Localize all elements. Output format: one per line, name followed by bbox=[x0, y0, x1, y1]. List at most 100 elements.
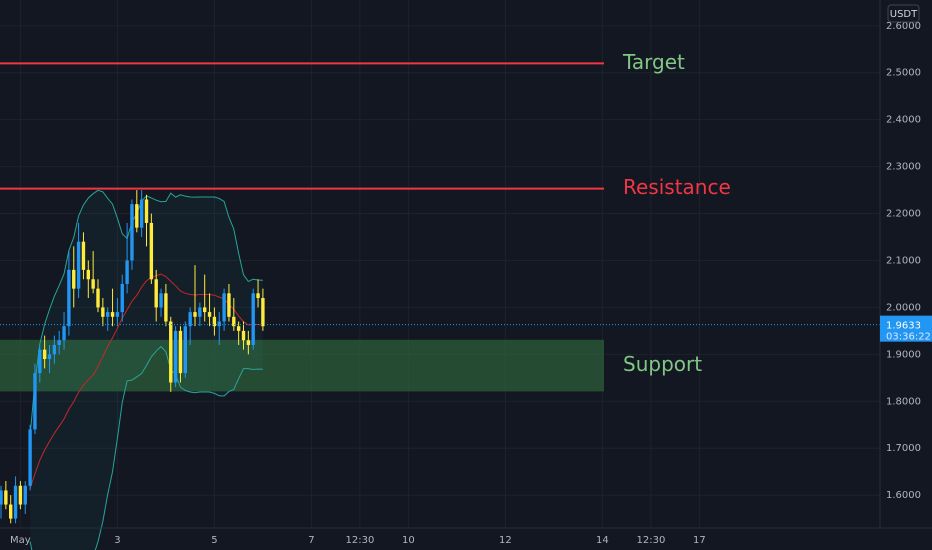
candle-body bbox=[261, 298, 265, 327]
candle[interactable] bbox=[33, 363, 37, 435]
candle[interactable] bbox=[173, 326, 178, 388]
candle-body bbox=[0, 490, 3, 505]
candle-body bbox=[101, 307, 105, 317]
candle[interactable] bbox=[227, 283, 231, 322]
candle[interactable] bbox=[251, 288, 255, 350]
candle-body bbox=[96, 288, 100, 308]
candle-body bbox=[130, 204, 134, 261]
candle[interactable] bbox=[217, 312, 221, 345]
candle[interactable] bbox=[42, 335, 47, 369]
candle[interactable] bbox=[207, 293, 212, 327]
candle-body bbox=[115, 312, 120, 317]
candle-body bbox=[159, 293, 163, 308]
candle[interactable] bbox=[178, 326, 183, 383]
candle[interactable] bbox=[203, 274, 207, 322]
time-tick-label: May bbox=[10, 535, 31, 546]
candle[interactable] bbox=[23, 481, 27, 514]
candle[interactable] bbox=[18, 481, 23, 510]
candle[interactable] bbox=[96, 279, 100, 313]
price-tick-label: 2.6000 bbox=[886, 21, 921, 32]
candle[interactable] bbox=[13, 476, 18, 524]
time-tick-label: 3 bbox=[114, 535, 120, 546]
price-tick-label: 1.6000 bbox=[886, 490, 921, 501]
candle[interactable] bbox=[232, 298, 236, 331]
annotations: Target Resistance Support bbox=[622, 50, 731, 376]
candle[interactable] bbox=[246, 330, 251, 355]
candle[interactable] bbox=[261, 288, 265, 331]
candle[interactable] bbox=[222, 288, 226, 331]
candle[interactable] bbox=[9, 495, 13, 524]
candle[interactable] bbox=[135, 190, 139, 233]
candle[interactable] bbox=[125, 222, 129, 294]
candles[interactable] bbox=[0, 190, 265, 524]
time-tick-label: 12:30 bbox=[636, 535, 665, 546]
candle-body bbox=[33, 373, 37, 430]
candle-body bbox=[222, 293, 226, 322]
candle[interactable] bbox=[212, 307, 217, 336]
candle[interactable] bbox=[62, 312, 66, 350]
candle[interactable] bbox=[144, 194, 149, 247]
candle-body bbox=[81, 241, 86, 270]
candle-body bbox=[169, 321, 173, 383]
candle-body bbox=[154, 279, 158, 308]
candle-body bbox=[86, 269, 90, 280]
support-label: Support bbox=[623, 352, 702, 376]
candle[interactable] bbox=[81, 232, 86, 280]
candle-body bbox=[217, 321, 221, 327]
candle[interactable] bbox=[76, 222, 81, 299]
candle[interactable] bbox=[159, 288, 163, 317]
price-tick-label: 1.7000 bbox=[886, 443, 921, 454]
candle[interactable] bbox=[57, 330, 61, 355]
candle-body bbox=[42, 349, 47, 360]
candle[interactable] bbox=[72, 246, 76, 308]
candle-body bbox=[203, 307, 207, 313]
candle[interactable] bbox=[193, 265, 197, 327]
candle[interactable] bbox=[149, 213, 154, 284]
resistance-label: Resistance bbox=[623, 175, 731, 199]
candle-body bbox=[135, 204, 139, 228]
candle[interactable] bbox=[4, 481, 8, 510]
candle-body bbox=[23, 485, 27, 505]
target-label: Target bbox=[622, 50, 685, 74]
candle[interactable] bbox=[183, 321, 187, 378]
candle-body bbox=[149, 222, 154, 280]
candle[interactable] bbox=[67, 251, 71, 336]
candle[interactable] bbox=[120, 274, 124, 322]
candle[interactable] bbox=[169, 316, 173, 392]
candle[interactable] bbox=[241, 321, 246, 350]
candle[interactable] bbox=[91, 251, 95, 294]
currency-label: USDT bbox=[890, 9, 918, 20]
candle[interactable] bbox=[115, 298, 120, 327]
candle[interactable] bbox=[256, 279, 260, 308]
candle[interactable] bbox=[106, 307, 110, 331]
time-tick-label: 12:30 bbox=[345, 535, 374, 546]
time-tick-label: 5 bbox=[211, 535, 217, 546]
candle-body bbox=[125, 260, 129, 284]
candle[interactable] bbox=[139, 190, 144, 238]
candle[interactable] bbox=[101, 298, 105, 327]
candle-body bbox=[207, 312, 212, 317]
candle[interactable] bbox=[28, 424, 32, 491]
candle[interactable] bbox=[130, 199, 134, 270]
currency-badge[interactable] bbox=[887, 4, 920, 23]
candle[interactable] bbox=[164, 283, 168, 327]
candle[interactable] bbox=[0, 485, 3, 519]
candle[interactable] bbox=[198, 302, 202, 327]
candle[interactable] bbox=[52, 335, 57, 364]
support-zone-rect bbox=[0, 339, 604, 392]
candle[interactable] bbox=[86, 260, 90, 299]
candle-body bbox=[18, 485, 23, 505]
candle[interactable] bbox=[38, 344, 42, 383]
candle[interactable] bbox=[154, 269, 158, 322]
time-tick-label: 10 bbox=[402, 535, 415, 546]
price-axis[interactable]: 2.6000 2.5000 2.4000 2.3000 2.2000 2.1000 2.00… bbox=[879, 0, 932, 528]
candle[interactable] bbox=[47, 344, 52, 374]
price-tick-label: 2.2000 bbox=[886, 209, 921, 220]
candle[interactable] bbox=[236, 321, 241, 345]
candle[interactable] bbox=[110, 288, 115, 327]
last-price-badge bbox=[880, 315, 932, 342]
candle[interactable] bbox=[188, 307, 192, 345]
candle-body bbox=[13, 485, 18, 519]
